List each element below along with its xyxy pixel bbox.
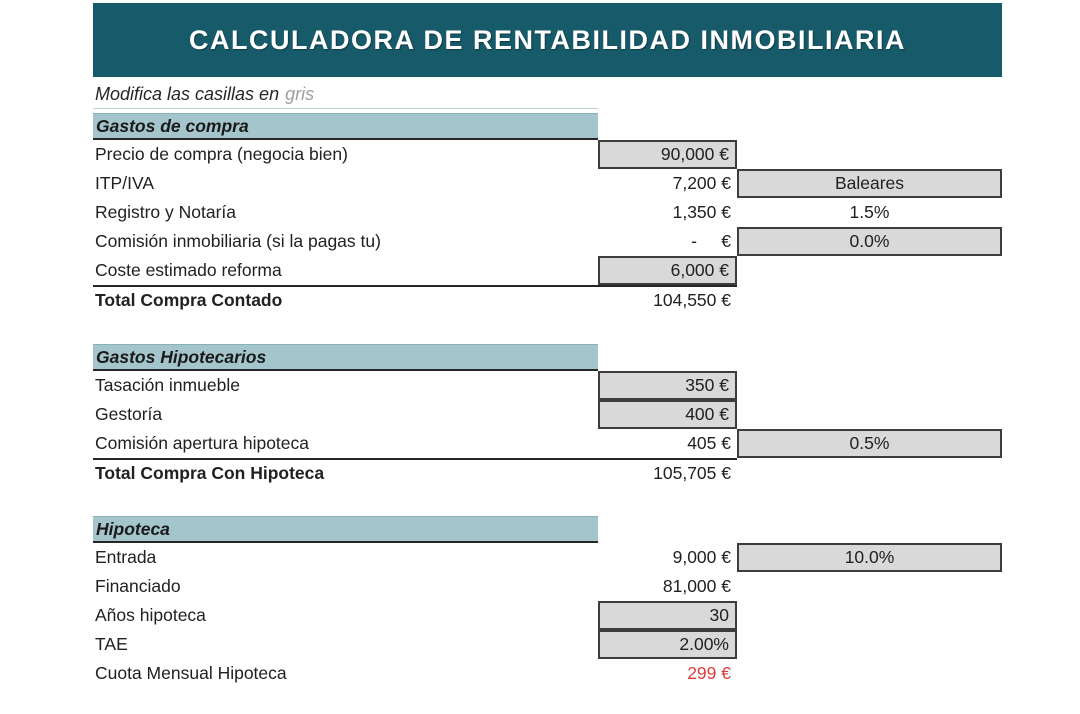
row-label: Entrada xyxy=(95,547,157,567)
table-row: Cuota Mensual Hipoteca 299 € xyxy=(93,659,1002,688)
table-row: Comisión inmobiliaria (si la pagas tu) - … xyxy=(93,227,1002,256)
row-label: Registro y Notaría xyxy=(95,202,237,222)
row-label: Años hipoteca xyxy=(95,605,206,625)
edit-hint: Modifica las casillas en gris xyxy=(95,84,314,105)
row-label: Total Compra Con Hipoteca xyxy=(93,458,598,487)
editable-value-cell[interactable]: 6,000 € xyxy=(598,256,737,285)
page-title: CALCULADORA DE RENTABILIDAD INMOBILIARIA xyxy=(189,24,906,55)
section-gastos-hipotecarios: Gastos Hipotecarios Tasación inmueble 350… xyxy=(93,344,1002,487)
section-rows: Tasación inmueble 350 € Gestoría 400 € Comis… xyxy=(93,371,1002,487)
row-label: Total Compra Contado xyxy=(93,285,598,314)
edit-hint-highlight: gris xyxy=(285,84,315,104)
computed-value-cell: 9,000 € xyxy=(672,547,731,567)
row-label: Comisión apertura hipoteca xyxy=(95,433,310,453)
section-title: Hipoteca xyxy=(96,518,170,539)
table-row: Tasación inmueble 350 € xyxy=(93,371,1002,400)
edit-hint-text: Modifica las casillas en xyxy=(95,84,280,104)
editable-percent-cell[interactable]: 0.5% xyxy=(737,429,1002,458)
section-header: Gastos Hipotecarios xyxy=(93,344,598,371)
editable-percent-cell[interactable]: 10.0% xyxy=(737,543,1002,572)
table-row: Gestoría 400 € xyxy=(93,400,1002,429)
divider xyxy=(93,108,598,109)
computed-value-cell: 405 € xyxy=(687,433,731,453)
row-label: Financiado xyxy=(95,576,181,596)
computed-value-cell: 105,705 € xyxy=(598,458,737,487)
row-label: Coste estimado reforma xyxy=(95,260,282,280)
row-label: Tasación inmueble xyxy=(95,375,240,395)
computed-value-cell: - € xyxy=(691,231,731,251)
section-header: Gastos de compra xyxy=(93,113,598,140)
table-row: Total Compra Con Hipoteca 105,705 € xyxy=(93,458,1002,487)
section-rows: Entrada 9,000 € 10.0% Financiado 81,000 € Año… xyxy=(93,543,1002,688)
section-hipoteca: Hipoteca Entrada 9,000 € 10.0% Financiado 81… xyxy=(93,516,1002,688)
section-gastos-de-compra: Gastos de compra Precio de compra (negoc… xyxy=(93,113,1002,314)
table-row: Financiado 81,000 € xyxy=(93,572,1002,601)
computed-value-cell: 1,350 € xyxy=(672,202,731,222)
table-row: Total Compra Contado 104,550 € xyxy=(93,285,1002,314)
editable-value-cell[interactable]: 350 € xyxy=(598,371,737,400)
editable-value-cell[interactable]: 2.00% xyxy=(598,630,737,659)
computed-percent-cell: 1.5% xyxy=(849,202,890,222)
table-row: Coste estimado reforma 6,000 € xyxy=(93,256,1002,285)
row-label: Comisión inmobiliaria (si la pagas tu) xyxy=(95,231,381,251)
computed-value-cell: 7,200 € xyxy=(672,173,731,193)
row-label: Precio de compra (negocia bien) xyxy=(95,144,348,164)
section-rows: Precio de compra (negocia bien) 90,000 € I… xyxy=(93,140,1002,314)
computed-value-cell: 104,550 € xyxy=(598,285,737,314)
table-row: Entrada 9,000 € 10.0% xyxy=(93,543,1002,572)
table-row: Años hipoteca 30 xyxy=(93,601,1002,630)
row-label: TAE xyxy=(95,634,128,654)
section-header: Hipoteca xyxy=(93,516,598,543)
row-label: Gestoría xyxy=(95,404,163,424)
row-label: Cuota Mensual Hipoteca xyxy=(95,663,287,683)
section-title: Gastos de compra xyxy=(96,115,249,136)
editable-percent-cell[interactable]: 0.0% xyxy=(737,227,1002,256)
row-label: ITP/IVA xyxy=(95,173,154,193)
table-row: Precio de compra (negocia bien) 90,000 € xyxy=(93,140,1002,169)
title-banner: CALCULADORA DE RENTABILIDAD INMOBILIARIA xyxy=(93,3,1002,77)
editable-value-cell[interactable]: 400 € xyxy=(598,400,737,429)
editable-value-cell[interactable]: 90,000 € xyxy=(598,140,737,169)
table-row: Comisión apertura hipoteca 405 € 0.5% xyxy=(93,429,1002,458)
computed-value-cell: 81,000 € xyxy=(662,576,731,596)
editable-value-cell[interactable]: 30 xyxy=(598,601,737,630)
table-row: TAE 2.00% xyxy=(93,630,1002,659)
computed-value-cell: 299 € xyxy=(687,663,731,683)
table-row: Registro y Notaría 1,350 € 1.5% xyxy=(93,198,1002,227)
table-row: ITP/IVA 7,200 € Baleares xyxy=(93,169,1002,198)
editable-percent-cell[interactable]: Baleares xyxy=(737,169,1002,198)
section-title: Gastos Hipotecarios xyxy=(96,346,267,367)
